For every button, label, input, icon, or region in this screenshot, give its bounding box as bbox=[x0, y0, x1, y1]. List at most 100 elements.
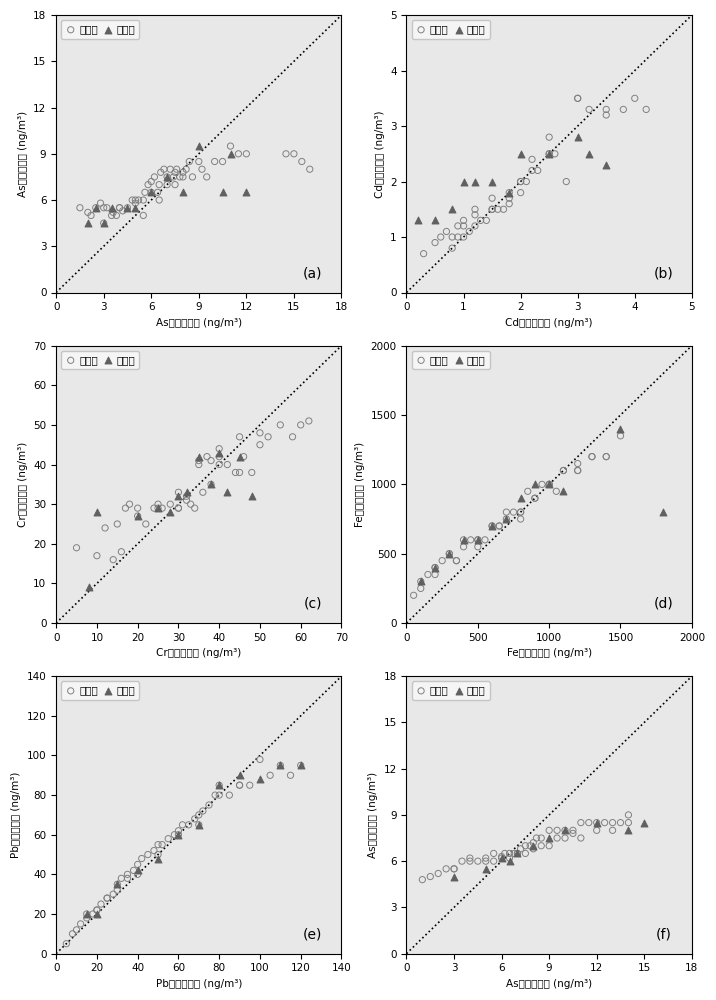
验证值 bbox=[246, 488, 258, 504]
训练值 bbox=[446, 229, 458, 245]
训练值 bbox=[196, 161, 208, 177]
训练值 bbox=[463, 223, 475, 239]
Y-axis label: Pb浓度模拟值 (ng/m³): Pb浓度模拟值 (ng/m³) bbox=[11, 772, 21, 858]
训练值 bbox=[288, 146, 299, 162]
训练值 bbox=[486, 518, 498, 534]
训练值 bbox=[254, 437, 266, 453]
验证值 bbox=[132, 862, 143, 878]
训练值 bbox=[479, 532, 490, 548]
训练值 bbox=[98, 215, 110, 231]
训练值 bbox=[422, 567, 434, 583]
训练值 bbox=[114, 200, 125, 216]
Legend: 训练值, 验证值: 训练值, 验证值 bbox=[412, 351, 490, 369]
训练值 bbox=[111, 207, 122, 223]
验证值 bbox=[515, 490, 526, 506]
训练值 bbox=[181, 488, 193, 504]
训练值 bbox=[148, 500, 160, 516]
训练值 bbox=[551, 830, 563, 846]
验证值 bbox=[98, 215, 110, 231]
训练值 bbox=[575, 830, 586, 846]
验证值 bbox=[500, 511, 512, 527]
训练值 bbox=[499, 845, 511, 861]
验证值 bbox=[145, 184, 157, 200]
训练值 bbox=[174, 169, 185, 185]
训练值 bbox=[106, 207, 117, 223]
验证值 bbox=[234, 767, 246, 783]
训练值 bbox=[536, 476, 548, 492]
训练值 bbox=[107, 204, 119, 220]
训练值 bbox=[205, 453, 217, 469]
验证值 bbox=[173, 827, 184, 843]
训练值 bbox=[629, 90, 641, 106]
训练值 bbox=[444, 546, 455, 562]
训练值 bbox=[128, 862, 140, 878]
训练值 bbox=[586, 449, 598, 465]
训练值 bbox=[543, 838, 555, 854]
训练值 bbox=[173, 500, 184, 516]
验证值 bbox=[558, 483, 569, 499]
训练值 bbox=[213, 457, 225, 473]
训练值 bbox=[543, 146, 555, 162]
训练值 bbox=[189, 811, 200, 827]
训练值 bbox=[498, 201, 509, 217]
训练值 bbox=[520, 845, 531, 861]
训练值 bbox=[213, 441, 225, 457]
验证值 bbox=[415, 573, 427, 589]
训练值 bbox=[528, 835, 539, 851]
训练值 bbox=[193, 457, 205, 473]
验证值 bbox=[91, 906, 102, 922]
训练值 bbox=[486, 201, 498, 217]
验证值 bbox=[472, 532, 483, 548]
验证值 bbox=[82, 215, 94, 231]
训练值 bbox=[472, 532, 483, 548]
验证值 bbox=[161, 169, 173, 185]
训练值 bbox=[91, 902, 102, 918]
训练值 bbox=[173, 500, 184, 516]
验证值 bbox=[529, 476, 541, 492]
验证值 bbox=[81, 906, 92, 922]
训练值 bbox=[444, 546, 455, 562]
Y-axis label: Cd浓度模拟值 (ng/m³): Cd浓度模拟值 (ng/m³) bbox=[374, 110, 384, 198]
训练值 bbox=[140, 516, 152, 532]
训练值 bbox=[503, 196, 515, 212]
训练值 bbox=[75, 916, 87, 932]
验证值 bbox=[178, 184, 189, 200]
X-axis label: Cr浓度观测值 (ng/m³): Cr浓度观测值 (ng/m³) bbox=[156, 648, 241, 658]
训练值 bbox=[503, 185, 515, 201]
训练值 bbox=[543, 476, 555, 492]
训练值 bbox=[480, 853, 491, 869]
验证值 bbox=[543, 830, 555, 846]
训练值 bbox=[153, 847, 164, 863]
训练值 bbox=[536, 838, 547, 854]
训练值 bbox=[91, 548, 102, 564]
训练值 bbox=[244, 777, 256, 793]
验证值 bbox=[295, 757, 306, 773]
训练值 bbox=[480, 850, 491, 866]
训练值 bbox=[230, 464, 241, 480]
验证值 bbox=[412, 212, 424, 228]
训练值 bbox=[543, 129, 555, 145]
训练值 bbox=[187, 169, 198, 185]
验证值 bbox=[193, 449, 205, 465]
训练值 bbox=[529, 490, 541, 506]
训练值 bbox=[526, 162, 538, 178]
训练值 bbox=[82, 204, 94, 220]
Text: (a): (a) bbox=[303, 266, 323, 280]
训练值 bbox=[161, 177, 173, 193]
训练值 bbox=[130, 192, 141, 208]
训练值 bbox=[472, 539, 483, 555]
训练值 bbox=[153, 496, 164, 512]
训练值 bbox=[209, 787, 221, 803]
训练值 bbox=[572, 90, 584, 106]
训练值 bbox=[114, 200, 125, 216]
Legend: 训练值, 验证值: 训练值, 验证值 bbox=[62, 681, 140, 700]
训练值 bbox=[234, 777, 246, 793]
训练值 bbox=[623, 815, 634, 831]
训练值 bbox=[567, 822, 579, 838]
训练值 bbox=[640, 101, 652, 117]
训练值 bbox=[122, 866, 133, 882]
验证值 bbox=[213, 777, 225, 793]
Text: (f): (f) bbox=[655, 927, 671, 941]
训练值 bbox=[567, 825, 579, 841]
训练值 bbox=[618, 101, 629, 117]
